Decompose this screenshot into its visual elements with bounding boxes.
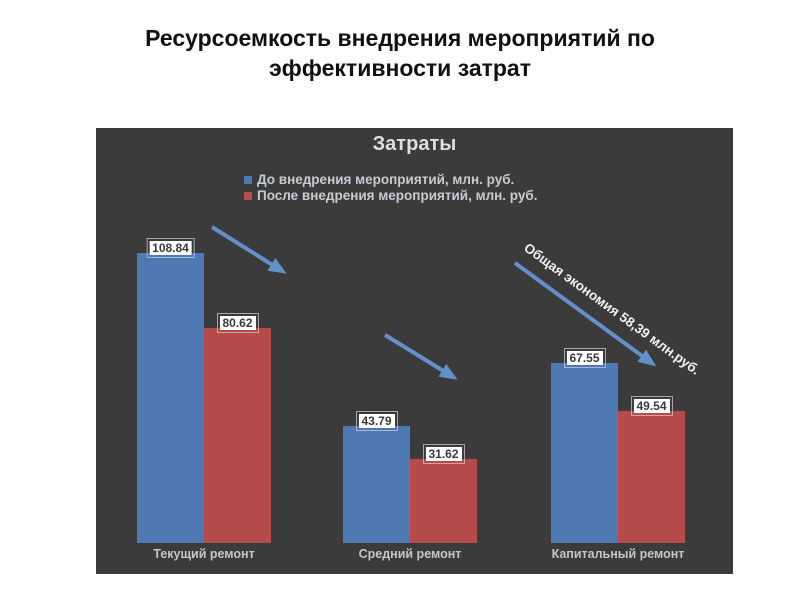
bar-after-2 — [618, 411, 685, 543]
bar-before-2 — [551, 363, 618, 543]
bar-after-0 — [204, 328, 271, 543]
trend-arrows-layer — [210, 225, 657, 380]
value-label-text: 49.54 — [633, 399, 670, 413]
legend-item-after: После внедрения мероприятий, млн. руб. — [244, 188, 537, 203]
bar-after-1 — [410, 459, 477, 543]
value-label-text: 80.62 — [219, 316, 256, 330]
value-label-text: 31.62 — [425, 447, 462, 461]
legend-label-after: После внедрения мероприятий, млн. руб. — [257, 188, 538, 203]
chart-legend: До внедрения мероприятий, млн. руб. Посл… — [244, 172, 537, 203]
value-label-after-1: 31.62 — [422, 444, 465, 464]
legend-swatch-blue-icon — [244, 175, 252, 184]
plot-area: 108.84 80.62 Текущий ремонт 43.79 31.62 Средн… — [96, 128, 733, 574]
trend-arrow-down-icon-1 — [210, 225, 287, 274]
value-label-before-0: 108.84 — [146, 238, 195, 258]
slide-title: Ресурсоемкость внедрения мероприятий по … — [145, 25, 655, 81]
chart-title: Затраты — [372, 133, 457, 155]
legend-label-before: До внедрения мероприятий, млн. руб. — [257, 172, 515, 187]
trend-arrow-down-icon-3 — [513, 261, 657, 367]
value-label-before-1: 43.79 — [355, 411, 398, 431]
value-label-after-0: 80.62 — [216, 313, 259, 333]
legend-item-before: До внедрения мероприятий, млн. руб. — [244, 172, 537, 187]
category-label-1: Средний ремонт — [358, 547, 462, 561]
value-label-after-2: 49.54 — [630, 396, 673, 416]
bar-before-1 — [343, 426, 410, 543]
legend-swatch-red-icon — [244, 191, 252, 200]
trend-arrow-down-icon-2 — [383, 333, 458, 380]
value-label-text: 43.79 — [358, 414, 395, 428]
value-label-text: 108.84 — [149, 241, 192, 255]
chart-panel: Затраты До внедрения мероприятий, млн. р… — [96, 128, 733, 574]
category-label-2: Капитальный ремонт — [551, 547, 685, 561]
bar-before-0 — [137, 253, 204, 543]
value-label-text: 67.55 — [566, 351, 603, 365]
category-label-0: Текущий ремонт — [153, 547, 255, 561]
value-label-before-2: 67.55 — [563, 348, 606, 368]
